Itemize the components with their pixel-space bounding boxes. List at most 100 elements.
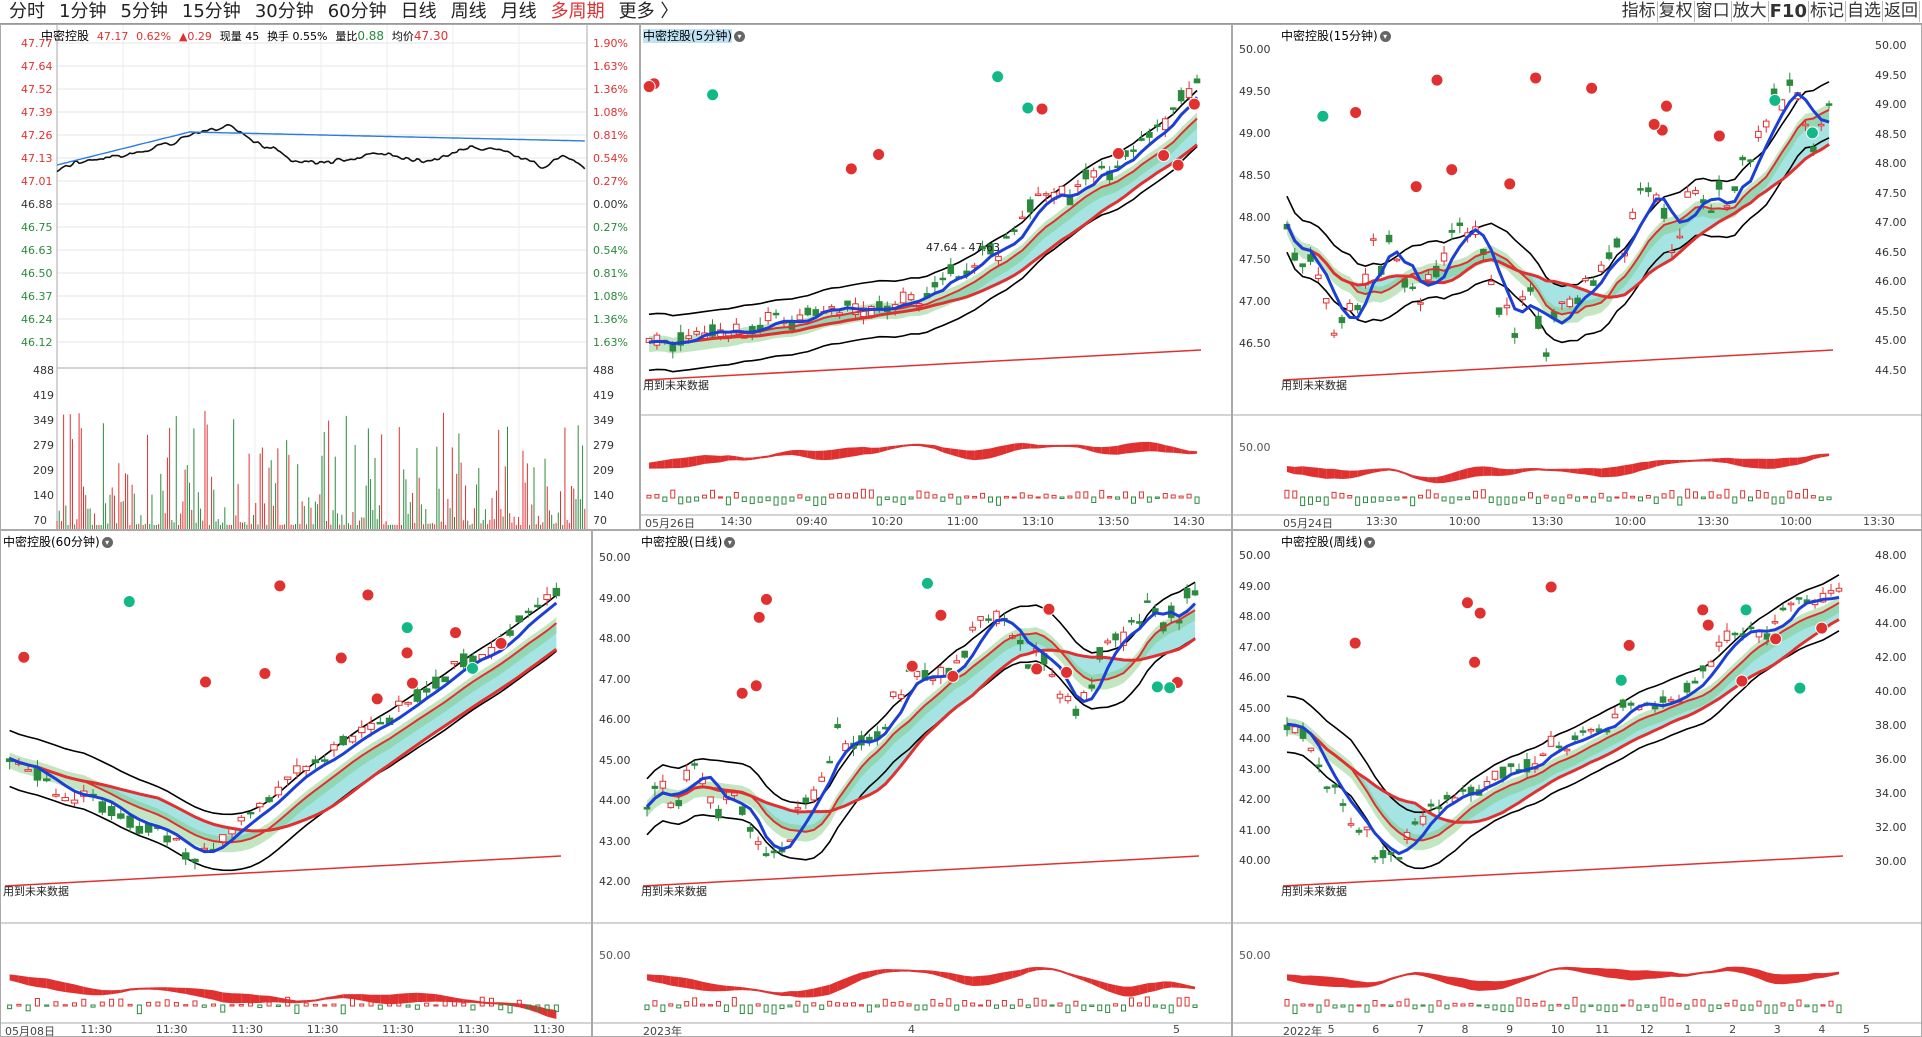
chart-weekly-title: 中密控股(周线) ▾	[1281, 533, 1376, 550]
tab-weekly[interactable]: 周线	[450, 1, 487, 22]
oscillator-fill	[1004, 970, 1013, 981]
candle-body	[715, 808, 722, 819]
oscillator-fill	[670, 976, 679, 987]
signal-badge-icon	[844, 162, 858, 176]
adjust-button[interactable]: 复权	[1658, 1, 1695, 22]
tab-more[interactable]: 更多 〉	[618, 1, 679, 22]
oscillator-fill	[805, 988, 814, 998]
oscillator-fill	[742, 987, 751, 991]
oscillator-fill	[1359, 981, 1367, 988]
ma-short-line	[1286, 595, 1840, 856]
candle-body	[1003, 236, 1010, 239]
chart-weekly-panel[interactable]: 中密控股(周线) ▾ 50.00 49.00 48.00 47.00 46.00 45.00…	[1232, 530, 1922, 1037]
signal-badge-icon	[400, 621, 414, 635]
volume-tick-right: 419	[593, 389, 614, 402]
candle-body	[1660, 207, 1668, 219]
candle-body	[1819, 592, 1827, 603]
histogram-bar	[99, 1001, 105, 1007]
tab-multi-period[interactable]: 多周期	[550, 1, 605, 22]
candle-body	[1323, 786, 1331, 789]
chevron-down-icon[interactable]: ▾	[724, 537, 736, 548]
chevron-down-icon[interactable]: ▾	[1364, 537, 1376, 548]
candle-body	[939, 277, 947, 281]
candle-body	[293, 765, 301, 774]
oscillator-fill	[726, 985, 735, 991]
chevron-down-icon[interactable]: ▾	[101, 537, 113, 548]
oscillator-fill	[1719, 457, 1727, 464]
histogram-bar	[763, 1004, 769, 1013]
candle-body	[669, 344, 677, 352]
histogram-bar	[835, 1002, 841, 1007]
signal-badge-icon	[1622, 638, 1636, 652]
chart-60min-panel[interactable]: 中密控股(60分钟) ▾ 用到未来数据 05月08日 11:30 11:30 11:30…	[0, 530, 592, 1037]
chevron-down-icon[interactable]: ▾	[1379, 31, 1391, 42]
candle-body	[844, 300, 851, 306]
oscillator-fill	[1459, 468, 1468, 480]
oscillator-fill	[766, 990, 775, 995]
zoom-button[interactable]: 放大	[1732, 1, 1769, 22]
chart-15min-panel[interactable]: 中密控股(15分钟) ▾ 50.00 49.50 49.00 48.50 48.00 47.…	[1232, 24, 1922, 530]
back-button[interactable]: 返回	[1884, 1, 1920, 22]
candle-body	[1322, 298, 1330, 304]
histogram-bar	[1059, 496, 1065, 500]
candle-body	[762, 853, 770, 857]
candle-body	[61, 797, 69, 802]
f10-button[interactable]: F10	[1769, 1, 1809, 22]
histogram-bar	[396, 996, 402, 1007]
watchlist-button[interactable]: 自选	[1847, 1, 1883, 22]
candle-body	[1034, 193, 1042, 197]
histogram-bar	[1441, 496, 1447, 502]
indicator-button[interactable]: 指标	[1621, 1, 1658, 22]
histogram-bar	[1308, 496, 1313, 505]
x-tick: 10	[1550, 1023, 1565, 1036]
chart-daily-panel[interactable]: 中密控股(日线) ▾ 50.00 49.00 48.00 47.00 46.00 45.00…	[592, 530, 1232, 1037]
oscillator-fill	[269, 995, 279, 1003]
candle-body	[733, 323, 740, 334]
histogram-bar	[1396, 1001, 1402, 1007]
signal-badge-icon	[1529, 71, 1543, 85]
candle-body	[1395, 857, 1403, 860]
histogram-bar	[1508, 1004, 1514, 1013]
candle-body	[1487, 280, 1495, 285]
histogram-bar	[544, 1004, 550, 1011]
tab-60min[interactable]: 60分钟	[327, 1, 387, 22]
tab-monthly[interactable]: 月线	[500, 1, 537, 22]
oscillator-fill	[18, 975, 29, 986]
tab-5min[interactable]: 5分钟	[120, 1, 168, 22]
window-button[interactable]: 窗口	[1695, 1, 1732, 22]
tab-daily[interactable]: 日线	[400, 1, 437, 22]
oscillator-fill	[911, 443, 920, 447]
signal-badge-icon	[199, 675, 213, 689]
oscillator-fill	[807, 450, 816, 460]
candle-body	[1571, 735, 1579, 740]
oscillator-fill	[1431, 973, 1439, 981]
candle-body	[659, 780, 667, 789]
tab-30min[interactable]: 30分钟	[254, 1, 314, 22]
histogram-bar	[350, 997, 355, 1007]
chevron-down-icon[interactable]: ▾	[734, 31, 745, 42]
mark-button[interactable]: 标记	[1810, 1, 1846, 22]
histogram-bar	[1622, 492, 1628, 499]
tab-1min[interactable]: 1分钟	[59, 1, 107, 22]
candle-body	[1731, 186, 1739, 192]
y-tick: 48.00	[1875, 157, 1907, 170]
histogram-bar	[1136, 1002, 1142, 1007]
chart-5min-panel[interactable]: 中密控股(5分钟) ▾ 47.64 - 47.63 用到未来数据 05月26日 14…	[640, 24, 1232, 530]
histogram-bar	[779, 1004, 785, 1010]
candle-body	[826, 760, 833, 764]
price-tick: 47.26	[21, 129, 53, 142]
oscillator-fill	[1599, 968, 1607, 978]
histogram-bar	[1796, 999, 1802, 1007]
tab-intraday[interactable]: 分时	[9, 1, 45, 22]
histogram-bar	[1795, 493, 1801, 499]
histogram-bar	[940, 496, 946, 502]
candle-body	[1354, 304, 1361, 311]
tab-15min[interactable]: 15分钟	[181, 1, 241, 22]
signal-badge-icon	[920, 576, 934, 590]
candle-body	[1443, 794, 1451, 800]
histogram-bar	[1590, 496, 1596, 503]
intraday-panel[interactable]: 中密控股 47.17 0.62% ▲0.29 现量 45 换手 0.55% 量比…	[0, 24, 640, 530]
candle-body	[1715, 641, 1723, 647]
oscillator-fill	[102, 989, 112, 996]
histogram-bar	[924, 491, 930, 499]
